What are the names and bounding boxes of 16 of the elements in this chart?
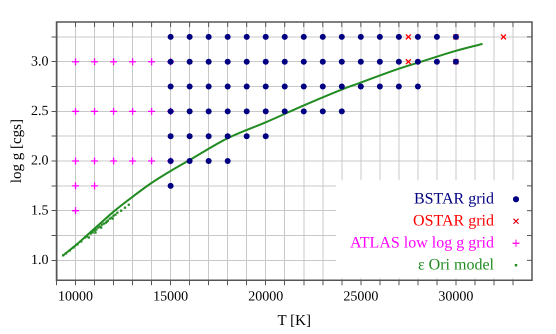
x-tick-label: 25000 bbox=[343, 289, 378, 304]
x-tick-label: 20000 bbox=[248, 289, 284, 304]
y-axis-title: log g [cgs] bbox=[8, 119, 25, 184]
legend-label: ε Ori model bbox=[418, 256, 495, 274]
x-tick-label: 10000 bbox=[58, 289, 94, 304]
legend-label: ATLAS low log g grid bbox=[350, 234, 494, 252]
x-axis-title: T [K] bbox=[278, 312, 311, 329]
y-tick-label: 2.5 bbox=[31, 104, 48, 120]
x-tick-label: 30000 bbox=[438, 289, 474, 304]
y-tick-label: 1.5 bbox=[31, 203, 48, 218]
legend-label: BSTAR grid bbox=[414, 190, 494, 208]
x-tick-label: 15000 bbox=[153, 289, 188, 304]
y-tick-label: 2.0 bbox=[31, 154, 48, 169]
legend-label: OSTAR grid bbox=[413, 212, 494, 230]
y-tick-label: 1.0 bbox=[31, 253, 48, 268]
y-tick-label: 3.0 bbox=[31, 54, 48, 70]
